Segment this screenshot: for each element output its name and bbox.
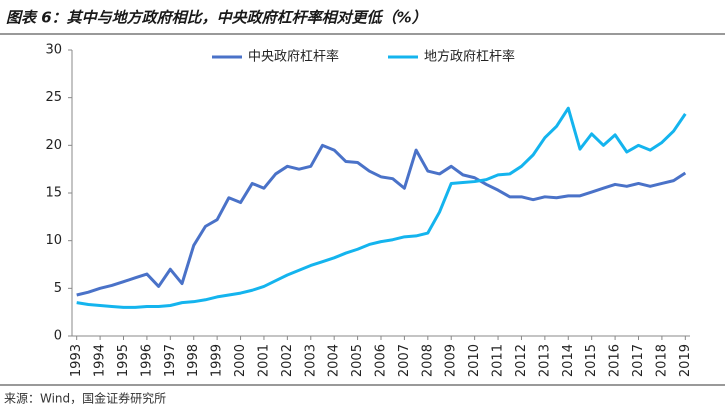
x-tick-label: 2009 bbox=[444, 344, 459, 377]
y-tick-label: 5 bbox=[54, 281, 62, 296]
x-tick-label: 2005 bbox=[350, 344, 365, 377]
x-tick-label: 2011 bbox=[491, 344, 506, 377]
y-tick-label: 15 bbox=[45, 186, 62, 201]
x-tick-label: 2015 bbox=[584, 344, 599, 377]
x-tick-label: 1993 bbox=[69, 344, 84, 377]
x-tick-label: 2018 bbox=[654, 344, 669, 377]
line-series bbox=[76, 106, 687, 309]
x-tick-label: 2019 bbox=[678, 344, 693, 377]
x-tick-label: 2017 bbox=[631, 344, 646, 377]
y-tick-label: 25 bbox=[45, 90, 62, 105]
y-tick-label: 0 bbox=[54, 329, 62, 344]
x-tick-label: 1997 bbox=[163, 344, 178, 377]
y-tick-label: 20 bbox=[45, 138, 62, 153]
legend-label: 中央政府杠杆率 bbox=[248, 49, 339, 65]
x-tick-label: 2002 bbox=[280, 344, 295, 377]
line-series bbox=[76, 143, 687, 297]
y-tick-label: 30 bbox=[45, 43, 62, 58]
x-tick-label: 2006 bbox=[374, 344, 389, 377]
x-tick-label: 2001 bbox=[256, 344, 271, 377]
x-tick-label: 2012 bbox=[514, 344, 529, 377]
chart-title: 图表 6：其中与地方政府相比，中央政府杠杆率相对更低（%） bbox=[6, 9, 427, 27]
x-tick-label: 2014 bbox=[561, 344, 576, 377]
x-tick-label: 2003 bbox=[303, 344, 318, 377]
x-tick-label: 1998 bbox=[186, 344, 201, 377]
x-tick-label: 2004 bbox=[327, 344, 342, 377]
x-tick-label: 1996 bbox=[139, 344, 154, 377]
source: 来源：Wind，国金证券研究所 bbox=[4, 391, 166, 406]
y-tick-label: 10 bbox=[45, 233, 62, 248]
x-tick-label: 1995 bbox=[116, 344, 131, 377]
x-tick-label: 2016 bbox=[608, 344, 623, 377]
x-tick-label: 2013 bbox=[537, 344, 552, 377]
x-tick-label: 2007 bbox=[397, 344, 412, 377]
x-tick-label: 1999 bbox=[210, 344, 225, 377]
legend-label: 地方政府杠杆率 bbox=[424, 49, 515, 65]
x-tick-label: 2010 bbox=[467, 344, 482, 377]
x-tick-label: 2008 bbox=[420, 344, 435, 377]
x-tick-label: 1994 bbox=[93, 344, 108, 377]
x-tick-label: 2000 bbox=[233, 344, 248, 377]
